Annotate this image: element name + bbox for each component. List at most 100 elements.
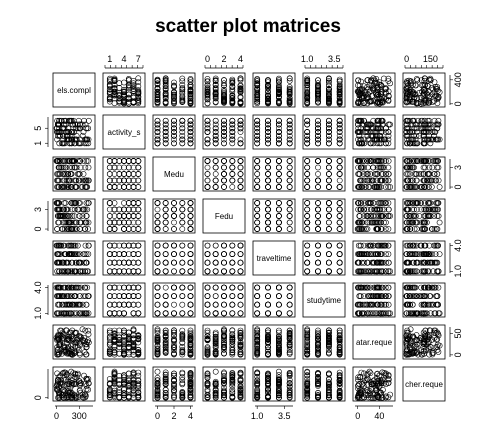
data-point — [275, 121, 282, 128]
data-point — [361, 226, 367, 232]
data-point — [412, 251, 419, 257]
data-point — [254, 171, 261, 177]
data-point — [304, 121, 311, 128]
data-point — [179, 81, 186, 88]
data-point — [130, 259, 137, 266]
data-point — [65, 129, 72, 135]
data-point — [382, 284, 389, 291]
data-point — [125, 158, 132, 164]
data-point — [356, 184, 363, 190]
data-point — [125, 251, 132, 257]
data-point — [382, 251, 389, 257]
data-point — [422, 129, 429, 135]
data-point — [171, 136, 177, 143]
data-point — [254, 129, 261, 135]
data-point — [73, 310, 80, 317]
data-point — [116, 219, 123, 226]
data-point — [371, 206, 378, 213]
data-point — [404, 83, 411, 90]
data-point — [382, 219, 389, 226]
data-point — [382, 226, 389, 232]
panel-3-5 — [302, 198, 346, 234]
data-point — [336, 259, 343, 266]
data-point — [162, 268, 169, 275]
data-point — [221, 284, 227, 291]
data-point — [254, 140, 261, 147]
data-point — [71, 206, 78, 213]
data-point — [135, 251, 142, 257]
data-point — [154, 251, 161, 257]
panel-0-5 — [302, 72, 346, 108]
panel-1-2 — [152, 114, 196, 150]
data-point — [356, 132, 363, 139]
data-point — [416, 89, 423, 96]
data-point — [426, 117, 433, 124]
data-point — [68, 200, 75, 206]
data-point — [130, 242, 137, 249]
data-point — [171, 268, 177, 275]
data-point — [371, 184, 378, 190]
data-point — [116, 206, 123, 213]
data-point — [371, 219, 378, 226]
data-point — [116, 242, 123, 249]
data-point — [221, 77, 227, 83]
panel-5-6 — [352, 282, 396, 318]
data-point — [412, 82, 419, 89]
panel-frame — [302, 198, 346, 234]
panel-points — [254, 200, 293, 232]
data-point — [212, 99, 219, 106]
data-point — [378, 242, 385, 249]
data-point — [325, 242, 332, 249]
data-point — [72, 284, 79, 291]
data-point — [77, 158, 84, 164]
data-point — [229, 78, 236, 84]
data-point — [304, 158, 311, 164]
data-point — [366, 268, 373, 275]
data-point — [325, 75, 332, 82]
data-point — [356, 251, 363, 257]
data-point — [64, 268, 70, 275]
data-point — [212, 121, 219, 128]
data-point — [72, 136, 79, 143]
data-point — [357, 158, 364, 164]
data-point — [162, 219, 169, 226]
data-point — [154, 200, 161, 206]
data-point — [378, 125, 384, 132]
data-point — [83, 251, 90, 257]
data-point — [162, 117, 169, 124]
data-point — [380, 75, 387, 82]
data-point — [237, 177, 244, 184]
data-point — [79, 184, 86, 190]
data-point — [410, 184, 417, 190]
data-point — [212, 177, 219, 184]
data-point — [427, 77, 434, 83]
data-point — [411, 184, 418, 190]
data-point — [411, 268, 417, 275]
data-point — [229, 132, 236, 139]
data-point — [221, 140, 227, 147]
data-point — [81, 158, 87, 164]
data-point — [286, 140, 293, 147]
data-point — [125, 84, 132, 90]
data-point — [364, 213, 371, 219]
data-point — [82, 164, 89, 171]
data-point — [57, 213, 64, 219]
data-point — [373, 76, 380, 82]
data-point — [237, 284, 244, 291]
data-point — [135, 184, 142, 190]
data-point — [380, 219, 387, 226]
data-point — [377, 184, 384, 190]
data-point — [135, 310, 142, 317]
data-point — [336, 242, 343, 249]
data-point — [171, 301, 177, 308]
data-point — [406, 158, 413, 164]
data-point — [187, 76, 194, 82]
panel-frame — [52, 72, 96, 108]
data-point — [366, 158, 373, 164]
panel-4-6 — [352, 240, 396, 276]
data-point — [385, 259, 392, 266]
data-point — [162, 242, 169, 249]
data-point — [121, 213, 127, 219]
data-point — [72, 177, 79, 184]
data-point — [304, 79, 311, 85]
